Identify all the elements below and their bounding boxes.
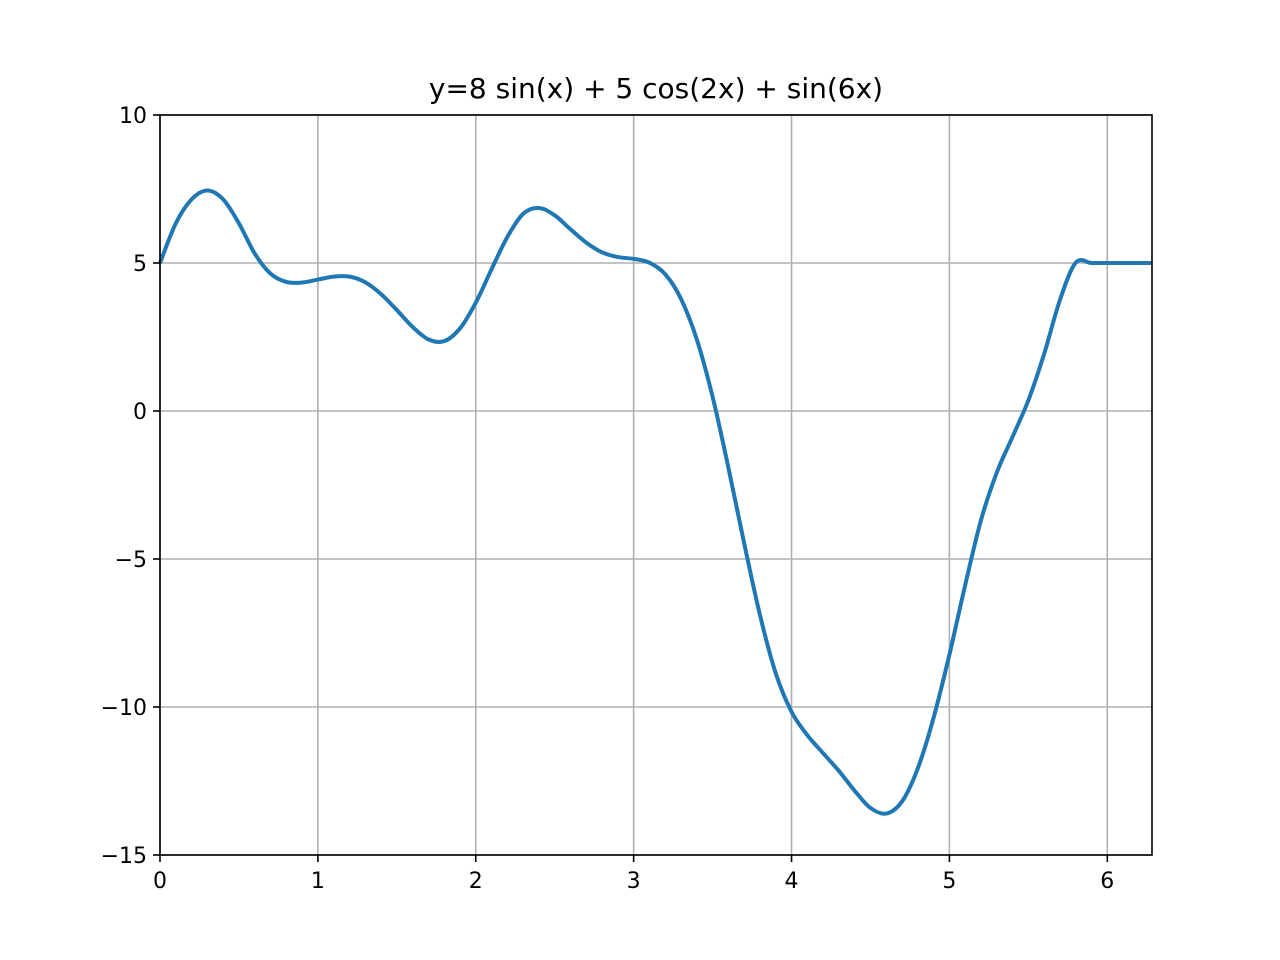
y-tick-label: 0 — [133, 400, 147, 425]
axes-frame — [159, 114, 1153, 856]
x-tick-label: 3 — [627, 869, 641, 894]
y-tick-label: 5 — [133, 252, 147, 277]
x-tick-label: 2 — [469, 869, 483, 894]
x-tick-label: 5 — [942, 869, 956, 894]
y-tick-label: −15 — [101, 844, 147, 869]
grid — [159, 114, 1152, 856]
x-axis: 0 1 2 3 4 5 6 — [153, 855, 1114, 894]
y-tick-label: −10 — [101, 696, 147, 721]
y-tick-label: −5 — [115, 548, 147, 573]
x-tick-label: 1 — [311, 869, 325, 894]
x-tick-label: 6 — [1100, 869, 1114, 894]
y-tick-label: 10 — [119, 104, 147, 129]
series-layer — [158, 188, 1152, 816]
chart-title: y=8 sin(x) + 5 cos(2x) + sin(6x) — [429, 72, 883, 105]
series-line-0 — [158, 188, 1152, 816]
x-tick-label: 0 — [153, 869, 167, 894]
x-tick-label: 4 — [785, 869, 799, 894]
y-axis: 10 5 0 −5 −10 −15 — [101, 104, 160, 869]
